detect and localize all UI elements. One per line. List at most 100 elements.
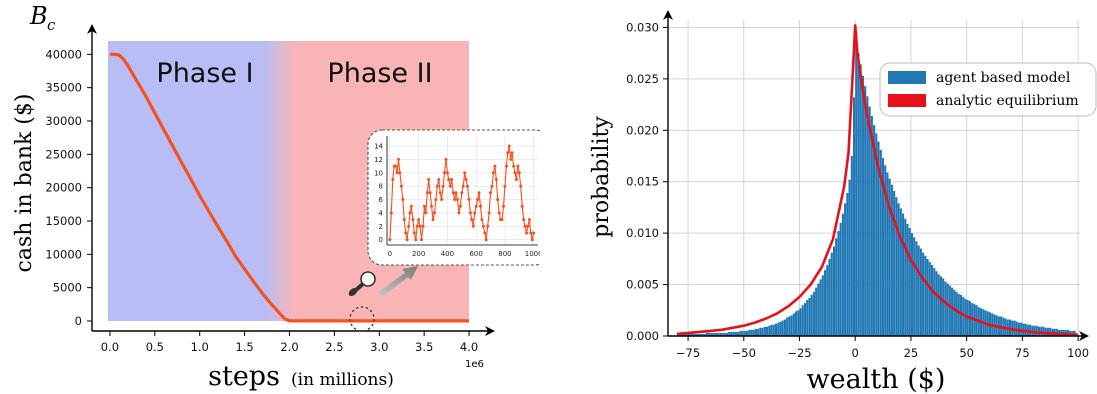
histogram-bar [817,283,820,336]
histogram-bar [850,156,853,336]
histogram-bar [953,289,956,336]
histogram-bar [1029,324,1032,336]
inset-y-tick-label: 8 [379,183,383,191]
y-tick-label: 0.030 [626,20,659,34]
inset-point [484,238,488,242]
inset-y-tick-label: 10 [374,169,383,177]
inset-point [487,211,491,215]
inset-point [486,224,490,228]
inset-point [493,164,497,168]
inset-point [473,211,477,215]
x-tick-label: 50 [959,346,974,360]
histogram-bar [924,255,927,336]
phase-2-label: Phase II [327,58,432,89]
histogram-bar [904,218,907,336]
histogram-bar [777,322,780,336]
histogram-bar [864,86,867,336]
inset-x-tick-label: 200 [412,250,425,258]
x-tick-label: 0.0 [101,340,119,354]
inset-point [454,191,458,195]
histogram-bar [933,268,936,336]
histogram-bar [708,332,711,336]
inset-point [468,211,472,215]
histogram-bar [797,310,800,336]
inset-point [520,204,524,208]
inset-point [395,171,399,175]
histogram-bar [1049,327,1052,336]
x-tick-label: 75 [1015,346,1030,360]
y-tick-label: 25000 [45,147,82,161]
histogram-bar [799,308,802,336]
histogram-bar [692,333,695,336]
histogram-bar [710,332,713,336]
inset-point [494,178,498,181]
histogram-bar [928,261,931,336]
y-tick-label: 35000 [45,81,82,95]
histogram-bar [703,333,706,336]
histogram-bar [701,333,704,336]
inset-point [394,164,398,168]
histogram-bar [935,271,938,336]
histogram-bar [788,316,791,336]
histogram-bar [902,213,905,336]
legend-box [879,62,1097,117]
x-tick-label: −75 [676,346,700,360]
inset-point [504,164,508,168]
y-tick-label: 0.020 [626,123,659,137]
histogram-bar [683,333,686,336]
inset-point [415,224,419,228]
inset-point [401,198,405,201]
y-tick-label: 0.015 [626,175,659,189]
y-tick-label: 40000 [45,47,82,61]
histogram-bar [866,96,869,336]
magnifier-icon [348,271,376,297]
histogram-bar [946,283,949,336]
histogram-bar [768,325,771,336]
x-axis-label: steps (in millions) [208,361,394,392]
histogram-bar [757,328,760,336]
histogram-bar [806,300,809,336]
histogram-bar [841,213,844,336]
inset-point [397,157,400,161]
histogram-bar [955,291,958,336]
y-tick-label: 10000 [45,247,82,261]
histogram-bar [712,332,715,336]
inset-point [517,171,521,175]
histogram-bar [779,321,782,336]
inset-point [491,171,495,175]
histogram-bar [1066,329,1070,336]
inset-point [431,218,435,222]
x-tick-label: 100 [1067,346,1089,360]
histogram-bar [1040,326,1043,336]
histogram-bar [812,291,815,336]
histogram-bar [685,333,688,336]
cash-in-bank-chart: Phase I Phase II 0.0 0.5 1.0 1.5 2.0 2.5 3.0 3.… [12,2,540,392]
histogram-bar [752,329,755,336]
histogram-bar [942,278,945,336]
inset-point [463,171,467,175]
histogram-bar [888,178,891,336]
inset-point [480,218,484,222]
inset-point [444,157,448,161]
y-axis-label: cash in bank ($) [12,94,37,273]
inset-point [404,231,408,235]
x-axis-label-main: steps [208,361,280,392]
inset-point [532,231,536,235]
inset-point [514,178,518,181]
histogram-bar [723,332,726,336]
inset-point [512,164,516,168]
inset-point [451,191,455,195]
inset-point [527,218,531,222]
cash-series-line [110,52,469,323]
x-axis-label-suffix: (in millions) [291,370,394,390]
inset-point [502,204,505,208]
inset-point [490,184,494,188]
y-axis-label: probability [589,116,614,238]
histogram-bar [824,270,827,336]
histogram-bar [926,258,929,336]
inset-point [445,171,449,175]
histogram-bar [859,64,862,337]
histogram-bar [699,333,702,336]
inset-point [398,171,402,175]
histogram-bar [754,328,757,336]
